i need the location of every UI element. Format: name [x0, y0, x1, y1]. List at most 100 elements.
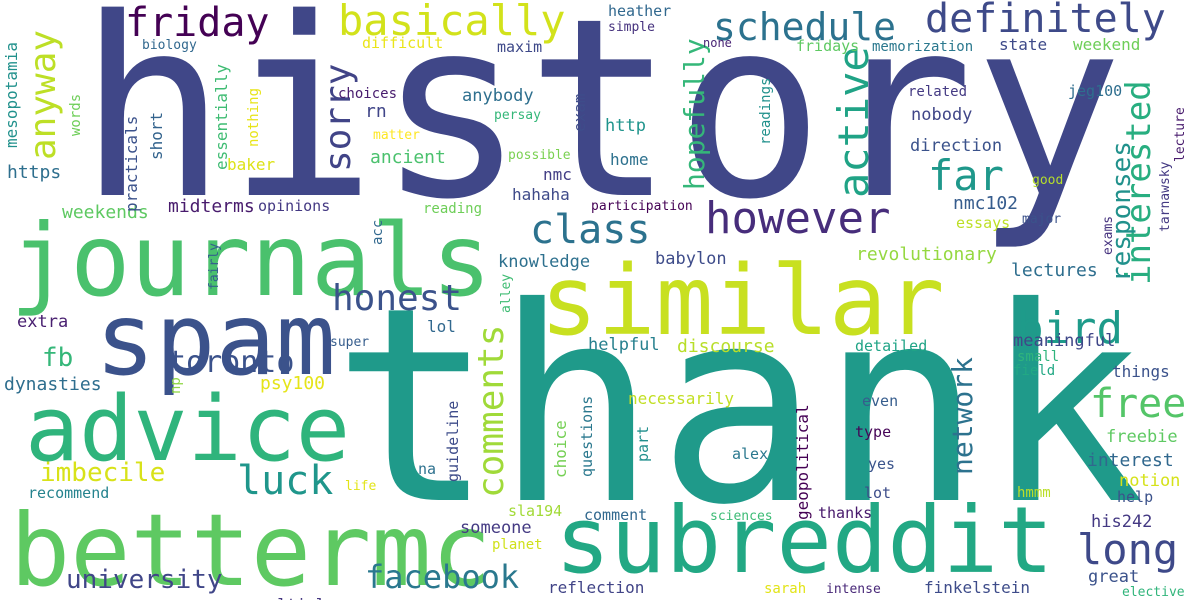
word-alex: alex	[732, 445, 768, 463]
word-basically: basically	[338, 0, 566, 45]
word-freebie: freebie	[1106, 427, 1178, 447]
word-however: however	[705, 193, 890, 244]
word-anybody: anybody	[462, 86, 534, 106]
word-luck: luck	[237, 458, 333, 504]
word-matter: matter	[373, 128, 420, 143]
word-fridays: fridays	[796, 37, 859, 55]
word-midterms: midterms	[168, 196, 255, 217]
word-meaningful: meaningful	[1013, 331, 1115, 351]
word-multiple: multiple	[258, 595, 335, 600]
word-possible: possible	[508, 148, 571, 163]
word-practicals: practicals	[122, 116, 141, 212]
word-essays: essays	[956, 214, 1010, 232]
word-notion: notion	[1119, 471, 1180, 491]
word-jeg100: jeg100	[1068, 82, 1122, 100]
word-lol: lol	[427, 317, 456, 336]
word-mesopotamia: mesopotamia	[2, 42, 21, 148]
word-exams: exams	[1101, 216, 1116, 255]
word-yes: yes	[868, 455, 895, 473]
word-choices: choices	[338, 86, 397, 102]
word-interest: interest	[1087, 450, 1174, 471]
word-lectures: lectures	[1011, 260, 1098, 281]
word-intense: intense	[826, 582, 881, 597]
word-fb: fb	[42, 343, 73, 373]
word-discourse: discourse	[677, 336, 775, 357]
word-active: active	[829, 46, 878, 198]
word-interested: interested	[1119, 80, 1159, 285]
word-reading: reading	[423, 201, 482, 217]
word-rn: rn	[365, 101, 387, 122]
word-small: small	[1017, 349, 1059, 365]
word-sciences: sciences	[710, 509, 773, 524]
word-nmc102: nmc102	[953, 193, 1018, 214]
word-advice: advice	[25, 377, 350, 482]
word-finkelstein: finkelstein	[924, 578, 1030, 597]
word-great: great	[1088, 567, 1139, 587]
word-thank: thank	[332, 249, 1145, 564]
word-hahaha: hahaha	[512, 185, 570, 204]
word-sarah: sarah	[764, 581, 806, 597]
word-recommend: recommend	[28, 484, 109, 502]
word-university: university	[66, 565, 223, 595]
word-far: far	[928, 151, 1004, 200]
word-related: related	[908, 84, 967, 100]
word-his242: his242	[1091, 512, 1152, 532]
word-detailed: detailed	[855, 337, 927, 355]
word-definitely: definitely	[925, 0, 1166, 42]
word-choice: choice	[551, 420, 570, 478]
word-none: none	[703, 36, 732, 50]
word-reflection: reflection	[548, 578, 644, 597]
word-extra: extra	[17, 312, 68, 332]
word-toronto: toronto	[168, 345, 294, 380]
word-opinions: opinions	[258, 197, 330, 215]
word-fairly: fairly	[207, 243, 222, 290]
word-imbecile: imbecile	[40, 458, 165, 488]
word-direction: direction	[910, 136, 1002, 156]
word-nobody: nobody	[911, 105, 972, 125]
word-guideline: guideline	[444, 401, 462, 482]
word-participation: participation	[591, 199, 693, 214]
word-subreddit: subreddit	[555, 487, 1054, 594]
word-simple: simple	[608, 20, 655, 35]
word-helpful: helpful	[588, 335, 660, 355]
word-hmmm: hmmm	[1017, 485, 1051, 501]
word-memorization: memorization	[872, 39, 973, 55]
word-necessarily: necessarily	[628, 389, 734, 408]
word-facebook: facebook	[365, 558, 519, 596]
word-comments: comments	[471, 325, 512, 498]
word-http: http	[605, 116, 646, 136]
word-thanks: thanks	[818, 504, 872, 522]
word-exam: exam	[570, 93, 589, 132]
word-long: long	[1077, 525, 1178, 574]
word-elective: elective	[1122, 585, 1185, 600]
word-difficult: difficult	[362, 34, 443, 52]
word-lot: lot	[864, 484, 891, 502]
word-knowledge: knowledge	[498, 252, 590, 272]
word-good: good	[1032, 173, 1063, 188]
word-state: state	[999, 35, 1047, 54]
word-babylon: babylon	[655, 249, 727, 269]
word-acc: acc	[370, 220, 386, 245]
word-hopefully: hopefully	[678, 38, 711, 190]
word-baker: baker	[227, 155, 276, 174]
word-maxim: maxim	[497, 38, 542, 56]
word-weekend: weekend	[1073, 35, 1140, 54]
word-even: even	[862, 392, 898, 410]
word-heather: heather	[608, 2, 671, 20]
word-bettermc: bettermc	[10, 492, 492, 600]
word-part: part	[634, 426, 652, 462]
word-help: help	[1117, 488, 1153, 506]
word-readings: readings	[758, 78, 774, 145]
word-questions: questions	[578, 396, 596, 477]
word-planet: planet	[492, 537, 543, 553]
word-responses: responses	[1107, 141, 1137, 282]
word-free: free	[1090, 381, 1186, 427]
word-spam: spam	[95, 281, 336, 398]
word-comment: comment	[584, 506, 647, 524]
word-similar: similar	[540, 245, 945, 357]
word-someone: someone	[460, 518, 532, 538]
word-geopolitical: geopolitical	[793, 404, 812, 520]
word-persay: persay	[494, 108, 541, 123]
word-friday: friday	[125, 0, 270, 46]
